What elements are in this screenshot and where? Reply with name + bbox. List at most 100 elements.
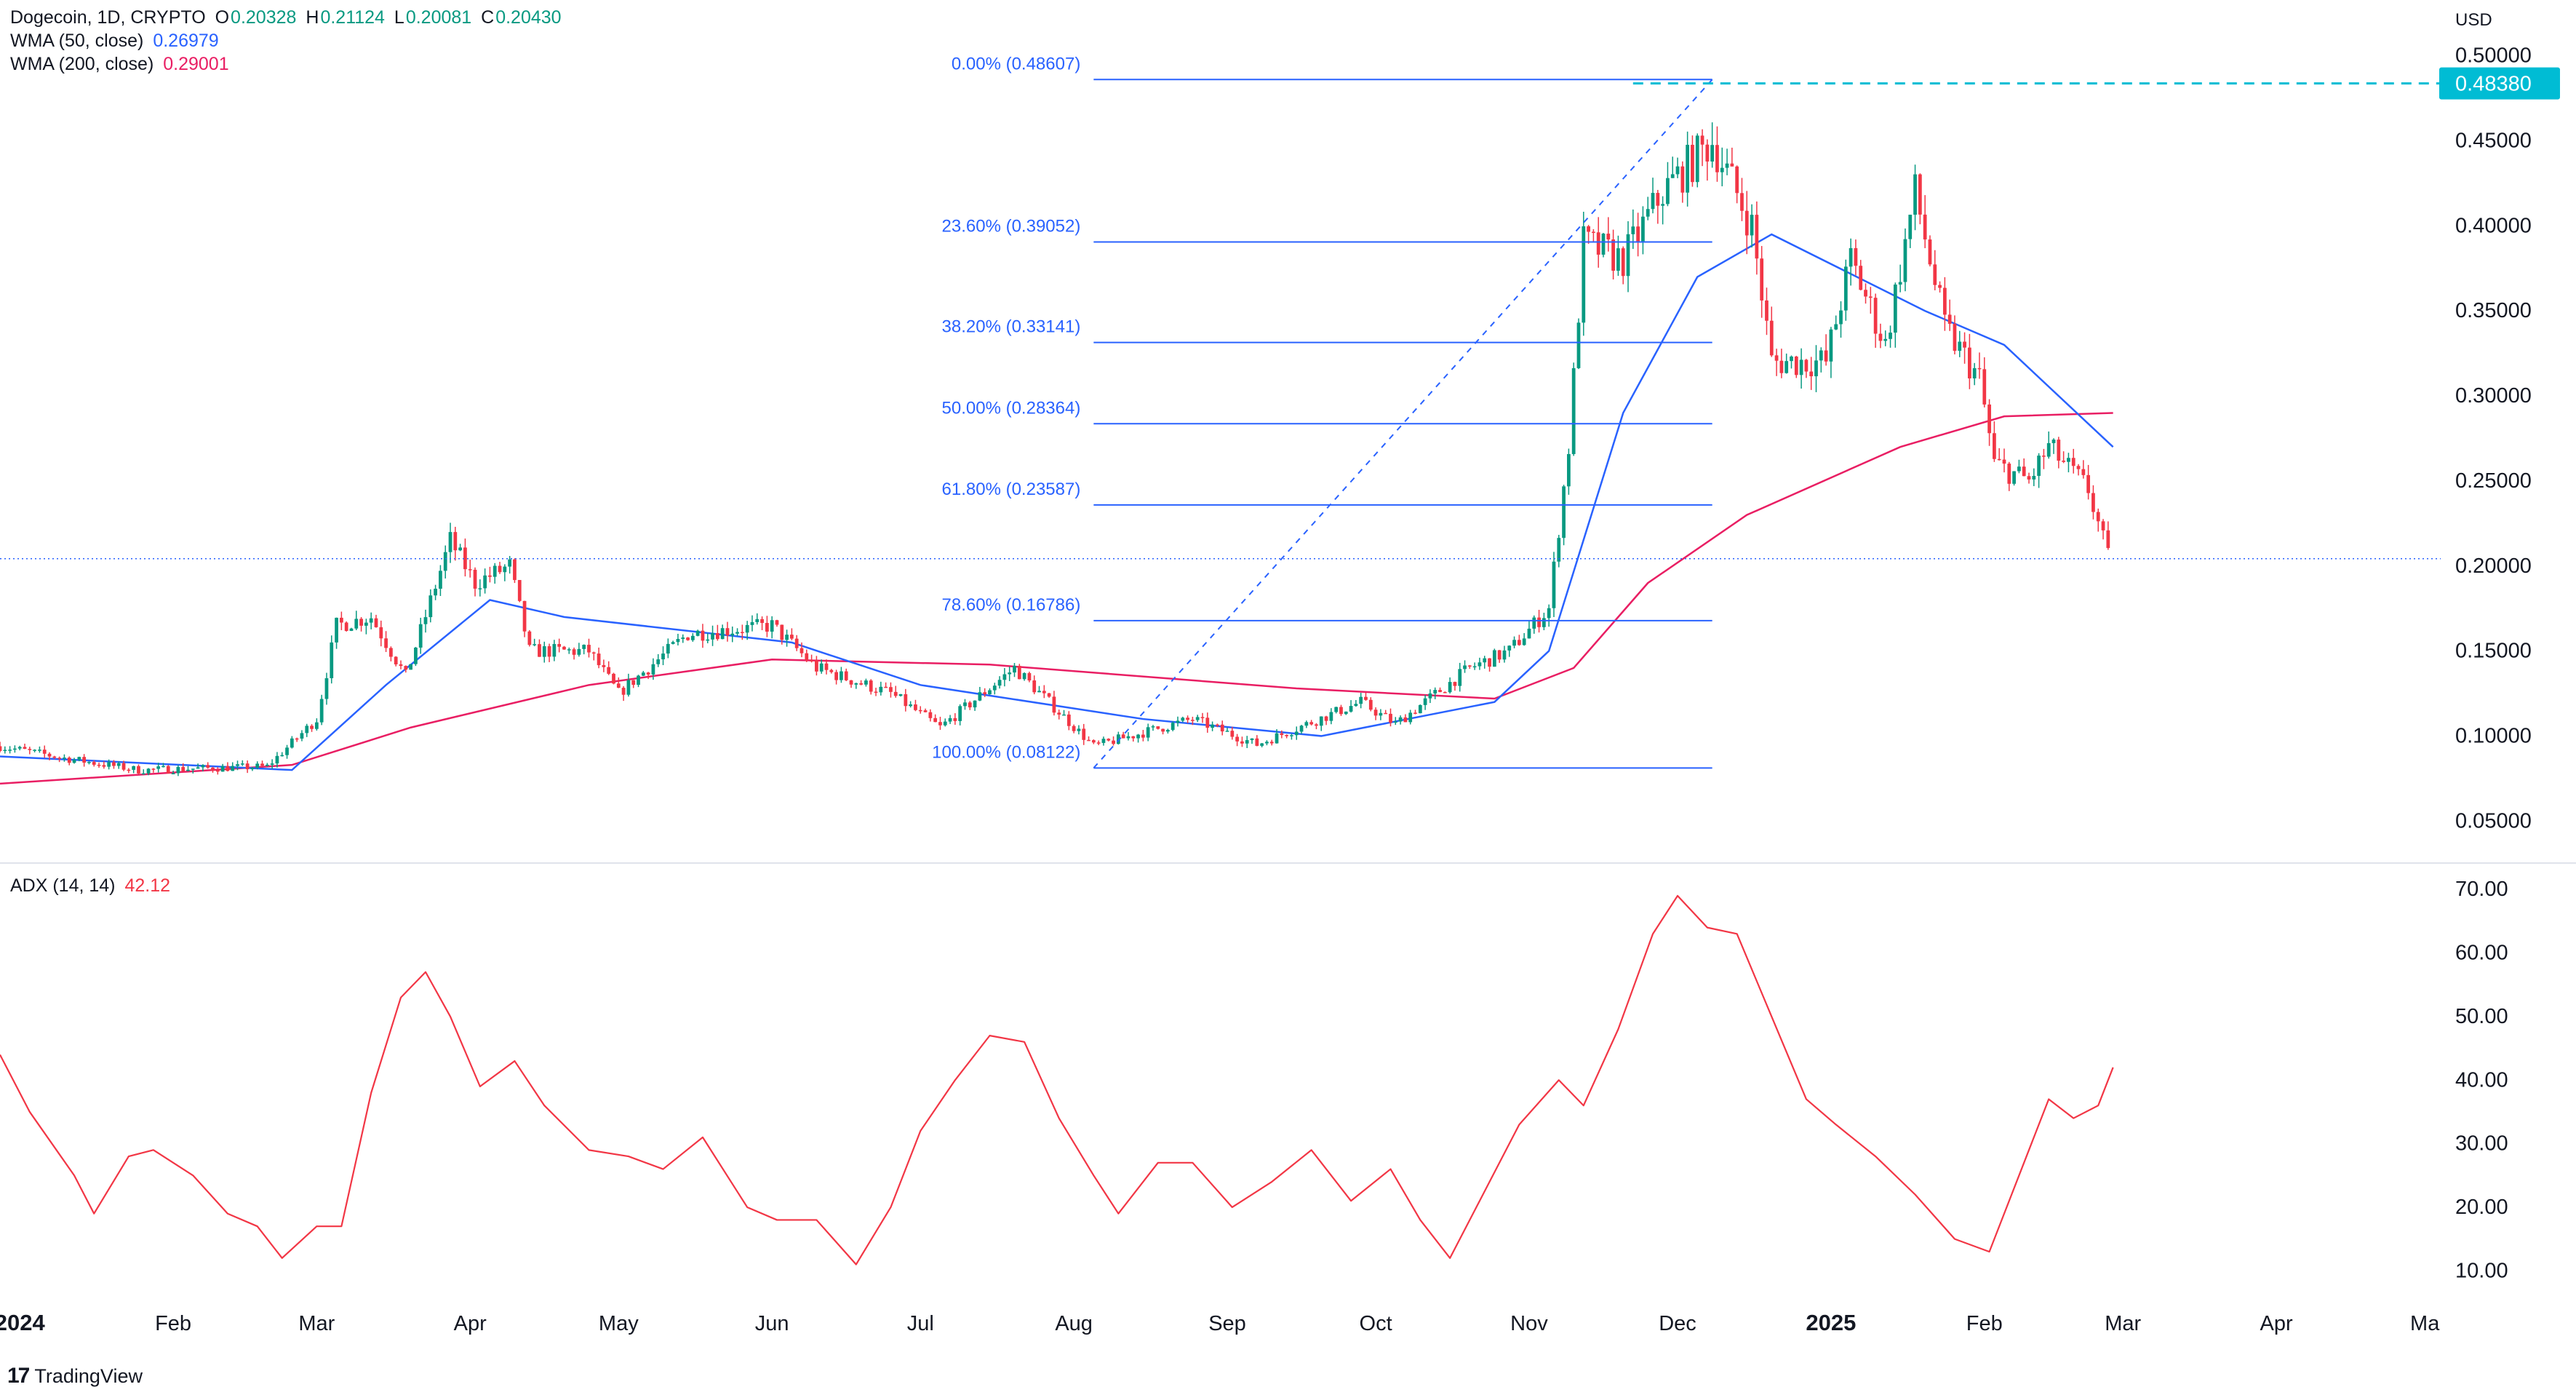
candle-body bbox=[1760, 258, 1764, 301]
high-label: H bbox=[306, 7, 319, 28]
candle-body bbox=[1700, 135, 1704, 145]
candle-body bbox=[988, 690, 992, 695]
candle-body bbox=[651, 664, 655, 675]
candle-body bbox=[1077, 728, 1081, 731]
candle-body bbox=[1537, 617, 1541, 627]
candle-body bbox=[1344, 711, 1348, 715]
candle-body bbox=[359, 619, 363, 626]
wma50-layer bbox=[0, 233, 2114, 771]
candle-body bbox=[552, 644, 557, 657]
candle-body bbox=[1002, 674, 1007, 680]
candle-body bbox=[533, 644, 537, 645]
candle-body bbox=[517, 580, 522, 601]
candle-body bbox=[463, 547, 467, 570]
candle-body bbox=[755, 619, 759, 622]
candle-body bbox=[542, 646, 546, 657]
candle-body bbox=[443, 552, 447, 571]
candle-body bbox=[1854, 248, 1858, 266]
fib-trend-line bbox=[1093, 79, 1713, 768]
candle-body bbox=[1467, 665, 1472, 667]
candle-body bbox=[2096, 512, 2100, 522]
candle-body bbox=[428, 595, 433, 618]
candle-body bbox=[2071, 458, 2075, 466]
tradingview-wordmark: TradingView bbox=[34, 1364, 143, 1387]
wma50-value: 0.26979 bbox=[153, 31, 219, 51]
candle-body bbox=[1265, 742, 1269, 744]
candle-body bbox=[1027, 672, 1032, 681]
candle-body bbox=[1364, 696, 1368, 700]
candle-body bbox=[1804, 359, 1809, 372]
time-axis-tick-label: 2024 bbox=[0, 1310, 45, 1335]
candle-body bbox=[226, 766, 230, 771]
candle-body bbox=[973, 700, 977, 708]
candle-body bbox=[1334, 707, 1339, 712]
candle-body bbox=[938, 722, 942, 726]
candle-body bbox=[1161, 728, 1165, 732]
candle-body bbox=[1304, 722, 1309, 726]
candle-body bbox=[473, 569, 477, 589]
time-axis-tick-label: Nov bbox=[1510, 1312, 1548, 1335]
adx-axis-tick-label: 60.00 bbox=[2455, 942, 2508, 965]
tradingview-mark-icon: 17 bbox=[7, 1364, 30, 1388]
adx-axis[interactable]: 10.00 20.00 30.00 40.00 50.00 60.00 70.00 bbox=[2455, 878, 2508, 1282]
candle-body bbox=[879, 686, 883, 693]
adx-axis-tick-label: 30.00 bbox=[2455, 1132, 2508, 1156]
wma50-label: WMA (50, close) bbox=[10, 31, 144, 51]
candle-body bbox=[1186, 718, 1189, 720]
candle-body bbox=[1790, 356, 1793, 362]
candle-body bbox=[706, 639, 710, 641]
candle-body bbox=[1057, 712, 1061, 715]
candle-body bbox=[1240, 741, 1244, 744]
candle-body bbox=[1116, 734, 1120, 744]
time-axis[interactable]: 2024 Feb Mar Apr May Jun Jul Aug Sep Oct Nov Dec 202… bbox=[0, 1310, 2440, 1335]
candle-body bbox=[1691, 145, 1694, 183]
candle-body bbox=[314, 722, 319, 729]
candle-body bbox=[1527, 628, 1531, 639]
candle-body bbox=[1705, 144, 1710, 162]
candle-body bbox=[1636, 226, 1640, 242]
candle-body bbox=[1799, 359, 1803, 375]
candle-body bbox=[87, 762, 91, 763]
candle-body bbox=[889, 687, 893, 692]
candle-body bbox=[1868, 296, 1873, 298]
time-axis-tick-label: Dec bbox=[1659, 1312, 1696, 1335]
candle-body bbox=[151, 768, 156, 770]
candle-body bbox=[983, 692, 987, 695]
candle-body bbox=[324, 677, 329, 699]
candle-body bbox=[305, 726, 309, 734]
candle-body bbox=[1408, 712, 1413, 723]
candle-body bbox=[997, 680, 1002, 686]
candle-body bbox=[166, 766, 170, 774]
fib-retracement[interactable]: 0.00% (0.48607) 23.60% (0.39052) 38.20% (0… bbox=[932, 54, 1713, 769]
time-axis-tick-label: Jun bbox=[755, 1312, 789, 1335]
candle-body bbox=[418, 624, 423, 648]
candle-body bbox=[745, 624, 749, 633]
candle-body bbox=[1146, 727, 1150, 738]
candle-body bbox=[72, 759, 76, 763]
candle-body bbox=[686, 637, 690, 640]
candle-body bbox=[1463, 665, 1467, 669]
candle-body bbox=[121, 763, 126, 770]
candle-body bbox=[1285, 735, 1289, 736]
tradingview-logo[interactable]: 17 TradingView bbox=[7, 1364, 143, 1388]
candle-body bbox=[1774, 355, 1779, 361]
candle-body bbox=[349, 628, 354, 632]
candle-body bbox=[1309, 722, 1314, 725]
time-axis-tick-label: Oct bbox=[1360, 1312, 1392, 1335]
fib-level-label: 23.60% (0.39052) bbox=[942, 217, 1081, 237]
candle-body bbox=[2012, 471, 2016, 484]
candle-body bbox=[1859, 266, 1863, 290]
candle-body bbox=[77, 757, 81, 760]
candle-body bbox=[478, 588, 482, 589]
price-axis-tick-label: 0.45000 bbox=[2455, 130, 2532, 153]
price-axis[interactable]: 0.05000 0.10000 0.15000 0.20000 0.25000 0.300… bbox=[2439, 44, 2560, 833]
candle-body bbox=[522, 600, 527, 632]
candle-body bbox=[503, 566, 507, 573]
candle-body bbox=[2081, 469, 2086, 475]
candle-body bbox=[439, 571, 442, 589]
time-axis-tick-label: Sep bbox=[1208, 1312, 1246, 1335]
candle-body bbox=[369, 618, 373, 623]
candle-body bbox=[923, 710, 928, 712]
candle-body bbox=[909, 704, 913, 707]
